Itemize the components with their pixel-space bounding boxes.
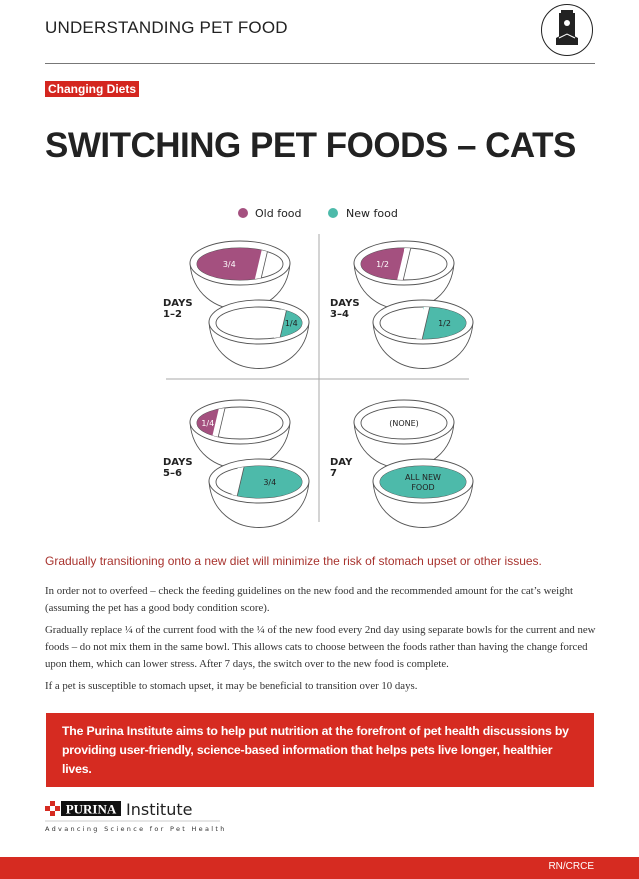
footer-bar: RN/CRCE — [0, 857, 639, 879]
checkerboard-icon — [45, 801, 60, 816]
old-food-portion-label: (NONE) — [389, 419, 419, 428]
portion-gap — [416, 307, 430, 339]
pet-food-bag-icon — [541, 4, 593, 56]
food-bowl — [189, 399, 291, 469]
stage-label: 5–6 — [163, 468, 182, 479]
food-bowl — [189, 240, 291, 310]
food-bowl — [208, 458, 310, 528]
logo-brand: PURINA — [66, 802, 117, 817]
old-food-portion-label: 3/4 — [223, 260, 236, 269]
stage-label: 7 — [330, 468, 337, 479]
new-food-portion-label: 3/4 — [263, 478, 276, 487]
mission-banner: The Purina Institute aims to help put nu… — [46, 713, 594, 787]
portion-gap — [230, 466, 245, 498]
food-bowl — [208, 299, 310, 369]
stage-label: DAYS — [163, 298, 193, 309]
stage-label: 1–2 — [163, 309, 182, 320]
paragraph: Gradually replace ¼ of the current food … — [45, 624, 596, 670]
portion-gap — [254, 248, 269, 280]
food-bowl — [353, 240, 455, 310]
portion-edge — [236, 466, 245, 498]
new-food-legend-dot — [328, 208, 338, 218]
old-food-portion-label: 1/2 — [376, 260, 389, 269]
stage-label: DAYS — [163, 457, 193, 468]
portion-gap — [211, 407, 226, 439]
portion-edge — [279, 307, 288, 339]
category-tag: Changing Diets — [45, 81, 140, 97]
bowl-inner — [360, 406, 448, 440]
portion-edge — [402, 248, 412, 280]
stage-label: DAYS — [330, 298, 360, 309]
new-food-legend-label: New food — [346, 207, 398, 220]
portion-edge — [421, 307, 431, 339]
diet-transition-diagram: Old food New food3/41/4DAYS1–21/21/2DAYS3… — [163, 207, 474, 528]
portion-edge — [217, 407, 226, 439]
portion-gap — [397, 248, 411, 280]
header-divider — [45, 63, 595, 64]
new-food-portion-label: FOOD — [411, 483, 434, 492]
logo-name: Institute — [126, 800, 192, 819]
lead-text: Gradually transitioning onto a new diet … — [45, 554, 542, 568]
old-food-legend-label: Old food — [255, 207, 302, 220]
header-title: UNDERSTANDING PET FOOD — [45, 18, 288, 37]
portion-gap — [273, 307, 288, 339]
old-food-legend-dot — [238, 208, 248, 218]
paragraph: If a pet is susceptible to stomach upset… — [45, 680, 418, 692]
old-food-portion-label: 1/4 — [201, 419, 214, 428]
stage-label: DAY — [330, 457, 353, 468]
food-bowl — [353, 399, 455, 469]
food-portion — [380, 466, 466, 498]
paragraph: In order not to overfeed – check the fee… — [45, 585, 573, 614]
logo-tagline: Advancing Science for Pet Health — [45, 825, 225, 833]
new-food-portion-label: 1/2 — [438, 319, 451, 328]
food-bowl — [372, 458, 474, 528]
portion-edge — [260, 248, 269, 280]
page-title: SWITCHING PET FOODS – CATS — [45, 126, 576, 165]
stage-label: 3–4 — [330, 309, 349, 320]
footer-code: RN/CRCE — [548, 861, 594, 872]
new-food-portion-label: ALL NEW — [405, 473, 441, 482]
body-text: Gradually transitioning onto a new diet … — [45, 553, 605, 700]
banner-text: The Purina Institute aims to help put nu… — [62, 724, 569, 776]
purina-institute-logo: PURINA Institute Advancing Science for P… — [45, 800, 225, 840]
food-bowl — [372, 299, 474, 369]
new-food-portion-label: 1/4 — [285, 319, 298, 328]
